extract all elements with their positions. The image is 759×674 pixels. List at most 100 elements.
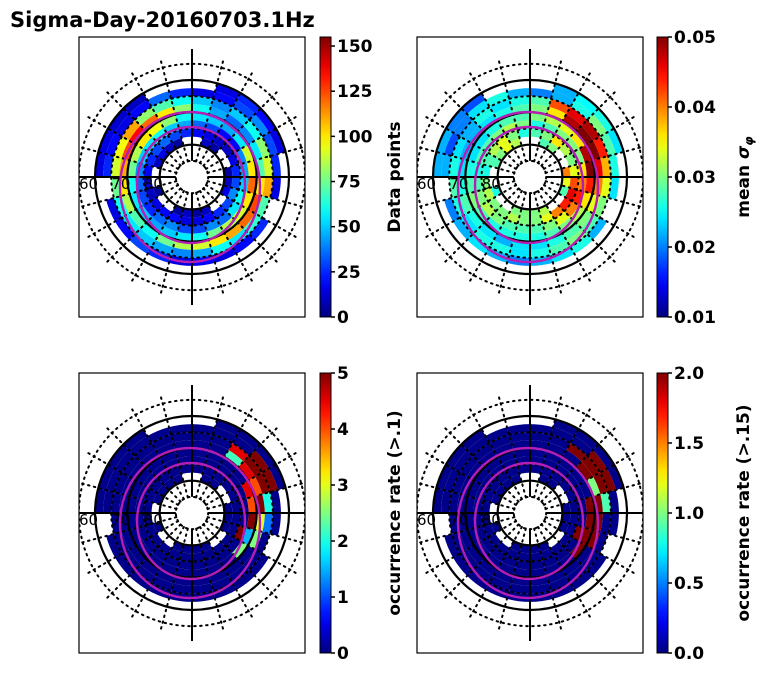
- bin-r1-s2: [232, 234, 255, 255]
- mlt-spoke: [104, 187, 182, 265]
- bin-r3-s9: [562, 449, 582, 468]
- bin-r6-s5: [231, 177, 241, 190]
- bin-r1-s15: [114, 450, 135, 473]
- bin-r2-s12: [509, 432, 530, 443]
- bin-r2-s4: [593, 531, 609, 554]
- bin-r1-s16: [444, 468, 460, 493]
- bin-r3-s9: [224, 449, 244, 468]
- bin-r7-s23: [519, 208, 530, 218]
- bin-r1-s14: [129, 435, 152, 456]
- bin-r2-s23: [509, 247, 530, 258]
- bin-r5-s14: [151, 463, 168, 479]
- bin-r6-s15: [487, 478, 502, 493]
- bin-r7-s23: [181, 544, 192, 554]
- bin-r6-s11: [192, 464, 205, 474]
- bin-r0-s10: [553, 83, 579, 100]
- bin-r0-s16: [436, 464, 453, 490]
- bin-r6-s10: [540, 466, 555, 478]
- bin-r4-s10: [544, 114, 563, 128]
- bin-r3-s19: [459, 529, 474, 550]
- bin-r3-s20: [128, 209, 147, 229]
- bin-r7-s5: [223, 513, 233, 524]
- bin-r5-s2: [216, 211, 233, 227]
- bin-r6-s2: [550, 205, 565, 220]
- bin-r5-s9: [554, 463, 571, 479]
- bin-r2-s1: [548, 576, 571, 592]
- bin-r2-s5: [600, 177, 611, 198]
- panel-occurrence-rate-0.15: 60 70 80 0.0 0.5 1.0 1.5 2.0 occurrence rate (>.…: [416, 364, 754, 664]
- bin-r4-s4: [579, 527, 593, 546]
- bin-r6-s20: [149, 533, 164, 548]
- mlt-spoke: [202, 89, 280, 167]
- bin-r7-s0: [192, 208, 203, 218]
- bin-r4-s14: [484, 456, 502, 473]
- bin-r5-s10: [204, 122, 221, 135]
- bin-r3-s7: [248, 140, 263, 161]
- mlt-spoke: [79, 516, 178, 545]
- bin-r5-s9: [216, 127, 233, 143]
- mlt-spoke: [159, 393, 189, 499]
- bin-r2-s6: [262, 156, 273, 177]
- bin-r2-s7: [255, 136, 271, 159]
- bin-r5-s10: [542, 122, 559, 135]
- mlt-spoke: [129, 69, 185, 164]
- bin-r1-s20: [452, 553, 473, 576]
- bin-r3-s8: [575, 461, 594, 481]
- bin-r5-s9: [216, 463, 233, 479]
- bin-r6-s0: [192, 552, 205, 562]
- bin-r5-s20: [480, 201, 496, 218]
- bin-r2-s17: [111, 156, 122, 177]
- bin-r1-s3: [587, 217, 608, 240]
- bin-r1-s19: [444, 197, 460, 222]
- bin-r4-s1: [206, 226, 225, 240]
- bin-r4-s12: [513, 448, 530, 459]
- bin-r1-s19: [444, 533, 460, 558]
- lat-label-60: 60: [79, 511, 98, 529]
- mlt-spoke: [540, 89, 618, 167]
- bin-r5-s2: [216, 547, 233, 563]
- bin-r5-s21: [489, 211, 506, 227]
- mlt-spokes: [417, 393, 643, 633]
- bin-r4-s4: [241, 527, 255, 546]
- bin-r4-s17: [127, 496, 138, 513]
- bin-r4-s8: [570, 467, 587, 485]
- bin-r6-s6: [231, 500, 241, 513]
- bin-r6-s21: [495, 205, 510, 220]
- axes-frame: [416, 36, 644, 318]
- bin-r3-s7: [248, 476, 263, 497]
- mlt-spoke: [202, 425, 280, 503]
- bin-r3-s7: [586, 476, 601, 497]
- bin-r1-s20: [114, 553, 135, 576]
- mlt-spoke: [205, 114, 300, 170]
- bin-r3-s3: [237, 545, 256, 565]
- bin-r2-s4: [593, 195, 609, 218]
- bin-r4-s7: [241, 144, 255, 163]
- mlt-spoke: [467, 69, 523, 164]
- bin-r4-s5: [246, 177, 257, 194]
- bin-r2-s0: [192, 583, 213, 594]
- bin-r1-s9: [570, 435, 593, 456]
- bin-r1-s14: [129, 99, 152, 120]
- bin-r0-s9: [236, 428, 261, 451]
- bin-r5-s3: [564, 201, 580, 218]
- bin-r5-s3: [226, 201, 242, 218]
- bin-r5-s14: [151, 127, 168, 143]
- bin-r6-s4: [565, 523, 577, 538]
- bin-r2-s6: [262, 492, 273, 513]
- colorbar-tick-label: 50: [337, 218, 361, 238]
- mlt-spoke: [206, 145, 305, 174]
- bin-r2-s15: [459, 119, 479, 141]
- mlt-spoke: [442, 425, 520, 503]
- bin-r6-s8: [558, 142, 573, 157]
- bin-r4-s10: [544, 450, 563, 464]
- bin-r2-s23: [171, 583, 192, 594]
- bin-r6-s8: [220, 142, 235, 157]
- bin-r3-s14: [140, 113, 160, 132]
- bin-r2-s0: [530, 247, 551, 258]
- bin-r6-s19: [483, 523, 495, 538]
- bin-r1-s8: [249, 450, 270, 473]
- bin-r0-s8: [254, 108, 277, 133]
- bin-r0-s10: [215, 83, 241, 100]
- bin-r2-s4: [255, 195, 271, 218]
- bin-r1-s7: [262, 468, 278, 493]
